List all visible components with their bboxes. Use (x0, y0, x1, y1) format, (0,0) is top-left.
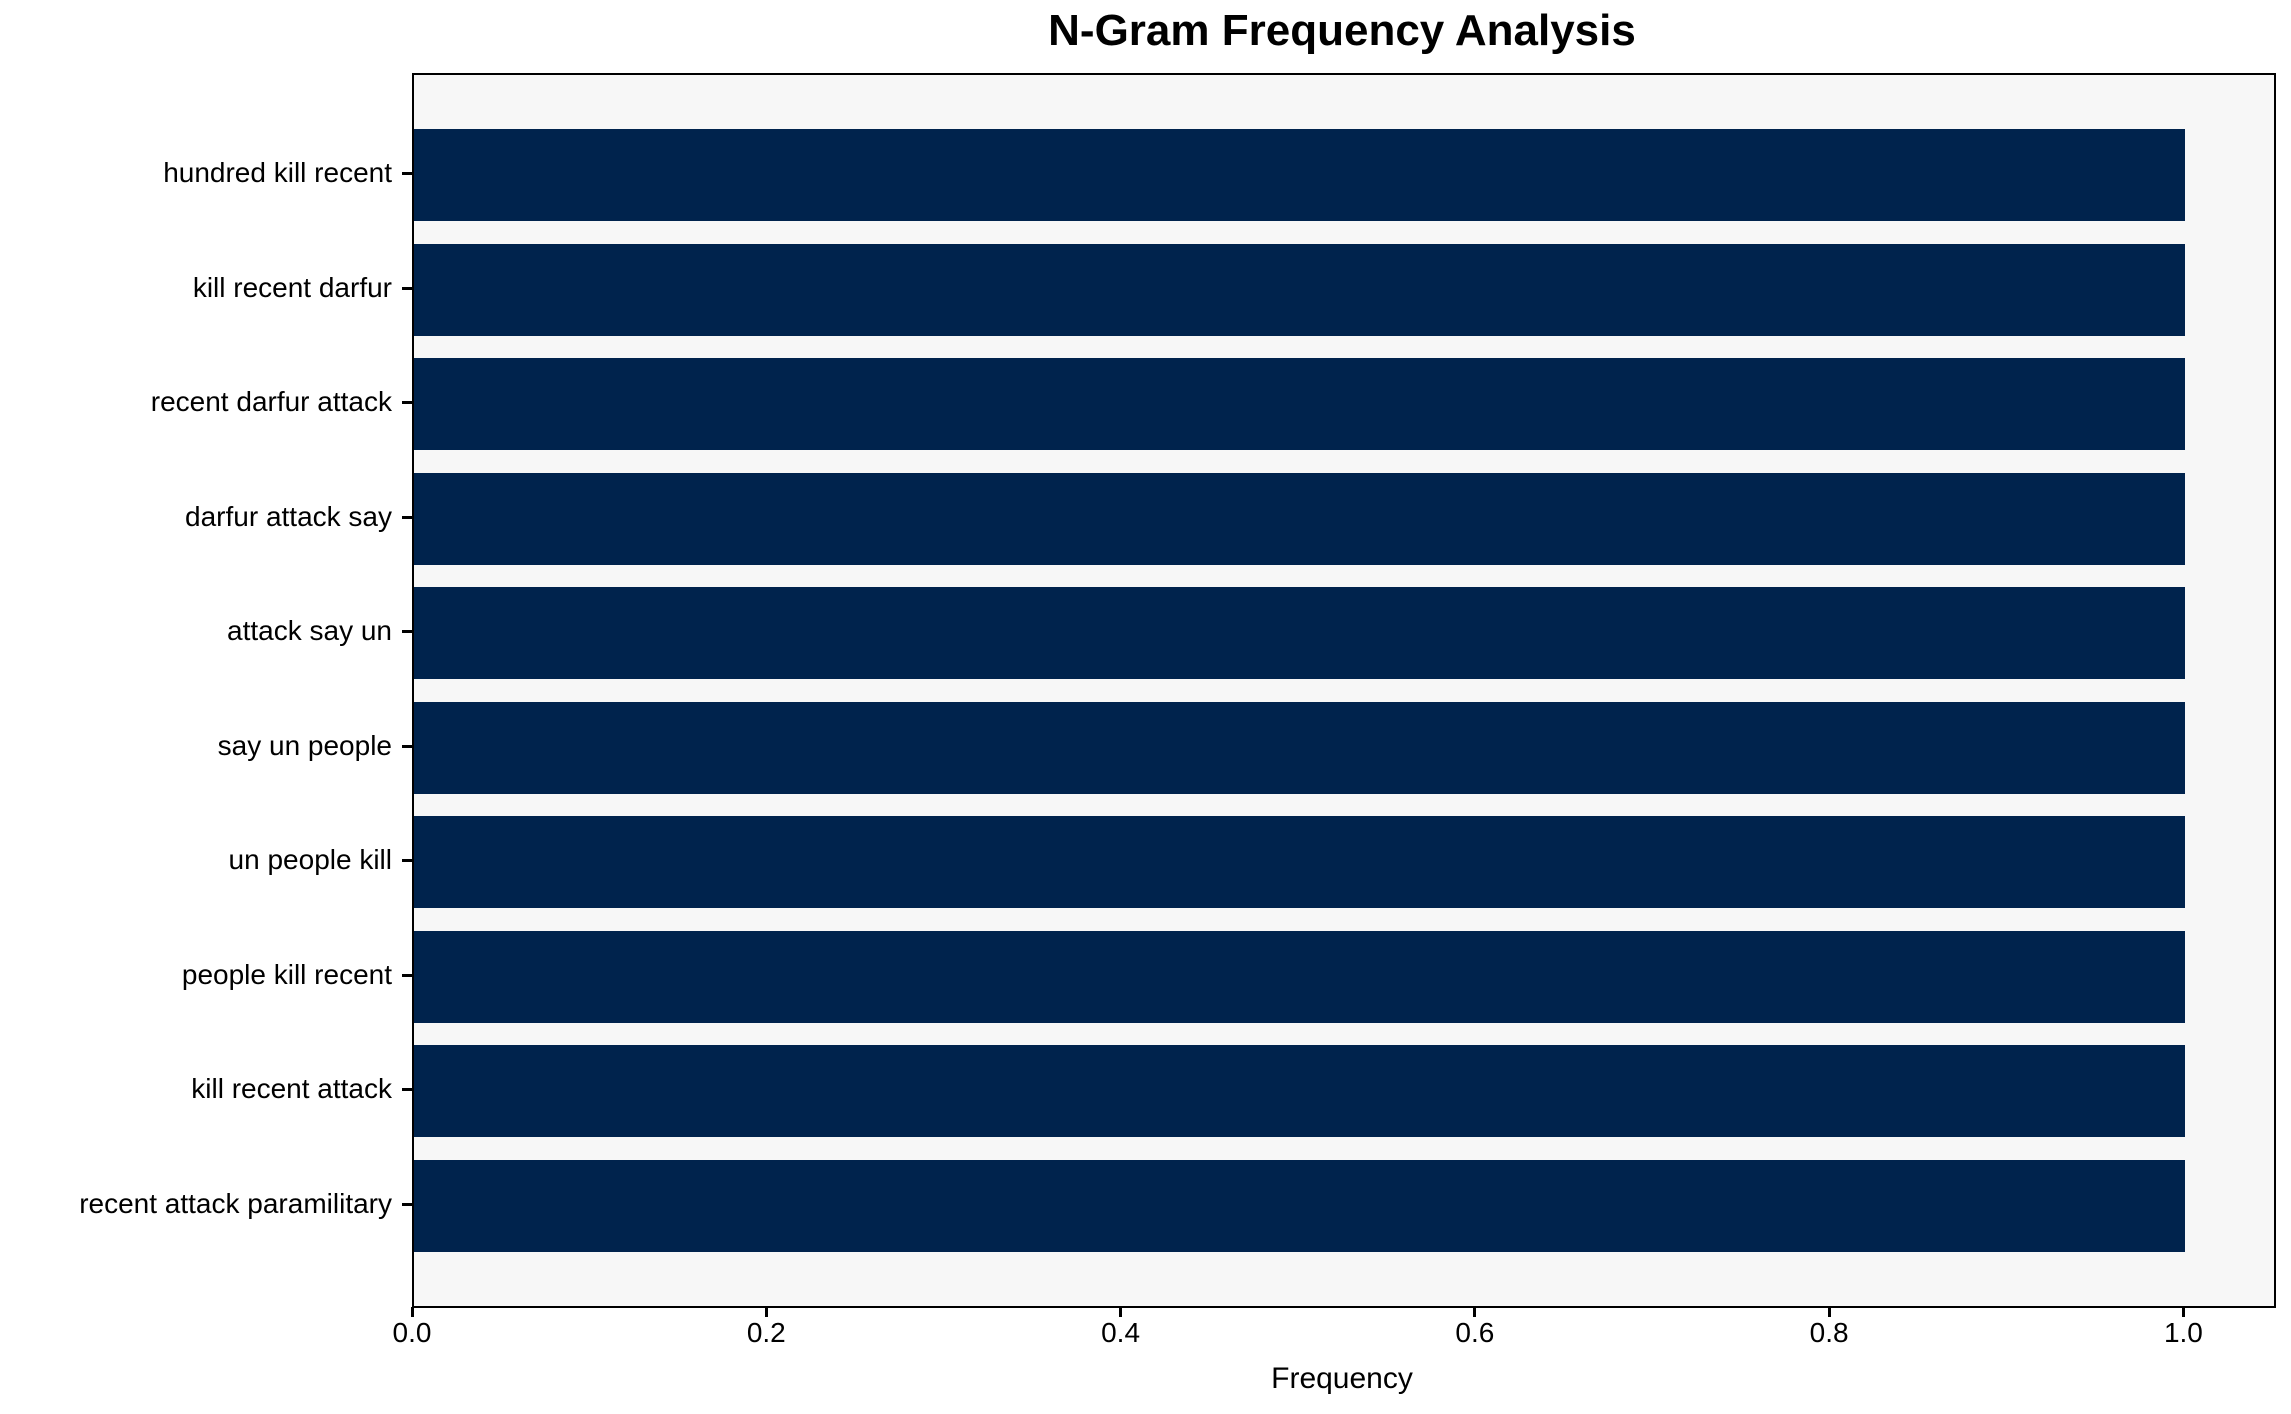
y-tick-label: kill recent attack (191, 1073, 392, 1105)
x-tick-label: 0.6 (1455, 1317, 1495, 1348)
y-tick-label: un people kill (228, 844, 392, 876)
x-tick-label: 0.0 (392, 1317, 432, 1348)
chart-title: N-Gram Frequency Analysis (1048, 6, 1636, 55)
y-tick-label: people kill recent (181, 958, 392, 990)
y-tick-mark (402, 744, 412, 748)
y-tick-mark (402, 401, 412, 405)
y-tick-mark (402, 1203, 412, 1206)
y-tick-mark (402, 286, 412, 290)
bar (414, 129, 2186, 221)
x-tick-mark (1473, 1307, 1477, 1317)
x-tick-mark (764, 1307, 768, 1317)
y-tick-label: recent attack paramilitary (79, 1188, 392, 1219)
y-tick-mark (402, 630, 412, 634)
y-tick-label: recent darfur attack (150, 386, 392, 418)
bar (414, 1045, 2186, 1138)
bar (414, 930, 2186, 1023)
bar (414, 243, 2186, 336)
bar (414, 1160, 2186, 1252)
x-tick-mark (410, 1307, 414, 1317)
x-tick-label: 1.0 (2163, 1317, 2203, 1348)
x-tick-label: 0.4 (1101, 1317, 1141, 1348)
x-tick-label: 0.2 (746, 1317, 786, 1348)
y-tick-mark (402, 973, 412, 977)
y-tick-label: attack say un (227, 615, 392, 647)
x-tick-mark (2181, 1307, 2185, 1317)
y-tick-label: kill recent darfur (192, 271, 392, 303)
y-tick-label: say un people (217, 729, 392, 761)
y-tick-mark (402, 172, 412, 175)
y-tick-mark (402, 515, 412, 519)
bar (414, 701, 2186, 794)
y-tick-label: hundred kill recent (163, 157, 392, 188)
x-tick-label: 0.8 (1809, 1317, 1849, 1348)
y-tick-mark (402, 859, 412, 863)
y-tick-label: darfur attack say (185, 500, 392, 532)
bar (414, 472, 2186, 565)
x-tick-mark (1119, 1307, 1123, 1317)
bar (414, 587, 2186, 680)
y-tick-mark (402, 1088, 412, 1092)
plot-area (412, 73, 2276, 1308)
x-tick-mark (1827, 1307, 1831, 1317)
bar (414, 358, 2186, 451)
bar (414, 816, 2186, 909)
x-axis-label: Frequency (1271, 1362, 1413, 1395)
